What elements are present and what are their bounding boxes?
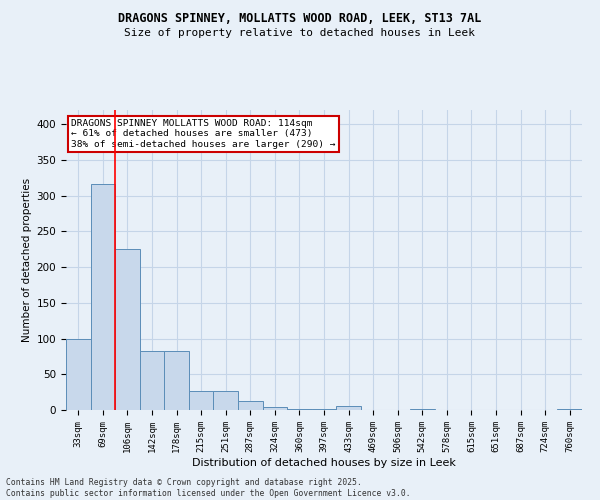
Text: Size of property relative to detached houses in Leek: Size of property relative to detached ho… — [125, 28, 476, 38]
Bar — [287, 408, 312, 410]
X-axis label: Distribution of detached houses by size in Leek: Distribution of detached houses by size … — [192, 458, 456, 468]
Bar — [140, 352, 164, 410]
Bar — [115, 250, 140, 410]
Bar — [557, 408, 582, 410]
Bar — [263, 407, 287, 410]
Y-axis label: Number of detached properties: Number of detached properties — [22, 178, 32, 342]
Bar — [189, 390, 214, 410]
Bar — [336, 406, 361, 410]
Bar — [66, 338, 91, 410]
Text: Contains HM Land Registry data © Crown copyright and database right 2025.
Contai: Contains HM Land Registry data © Crown c… — [6, 478, 410, 498]
Bar — [164, 352, 189, 410]
Bar — [214, 390, 238, 410]
Bar — [312, 408, 336, 410]
Text: DRAGONS SPINNEY, MOLLATTS WOOD ROAD, LEEK, ST13 7AL: DRAGONS SPINNEY, MOLLATTS WOOD ROAD, LEE… — [118, 12, 482, 26]
Text: DRAGONS SPINNEY MOLLATTS WOOD ROAD: 114sqm
← 61% of detached houses are smaller : DRAGONS SPINNEY MOLLATTS WOOD ROAD: 114s… — [71, 119, 335, 149]
Bar — [238, 402, 263, 410]
Bar — [91, 184, 115, 410]
Bar — [410, 408, 434, 410]
